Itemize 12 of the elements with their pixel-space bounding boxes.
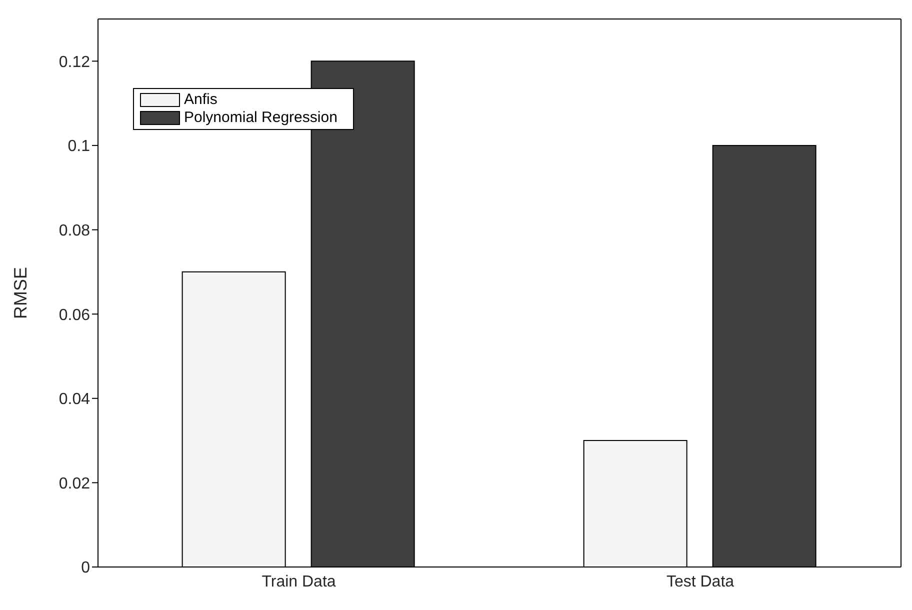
- legend-label: Polynomial Regression: [184, 109, 338, 126]
- x-tick-label: Test Data: [666, 573, 734, 590]
- legend-label: Anfis: [184, 91, 218, 108]
- y-tick-label: 0.02: [58, 475, 90, 492]
- y-tick-label: 0.06: [58, 306, 90, 324]
- y-tick-label: 0.12: [58, 54, 90, 71]
- y-tick-label: 0.1: [68, 138, 90, 156]
- y-axis-title: RMSE: [10, 266, 30, 320]
- y-tick-label: 0: [81, 560, 90, 577]
- y-tick-label: 0.04: [58, 391, 90, 408]
- y-tick-label: 0.08: [58, 222, 90, 240]
- x-tick-label: Train Data: [262, 573, 336, 590]
